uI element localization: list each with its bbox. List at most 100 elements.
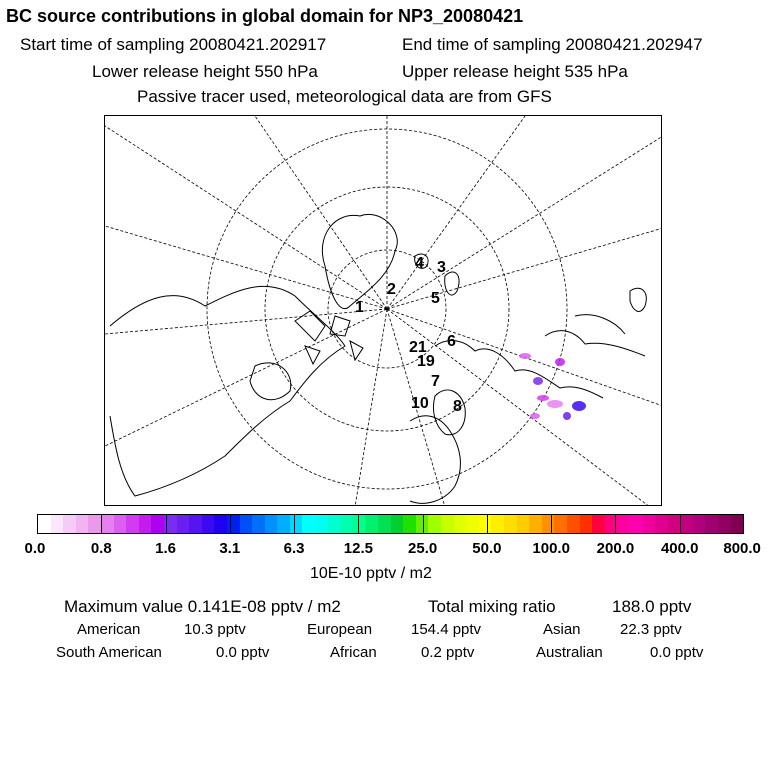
asia-east-coast [544,314,646,357]
colorbar-swatch [642,515,656,533]
colorbar-swatch [138,515,152,533]
colorbar-tick: 400.0 [660,540,699,557]
meridian-line [105,225,388,310]
colorbar-swatch [718,515,731,533]
asian-label: Asian [543,621,581,638]
plume-blob [572,401,586,411]
colorbar-swatch [390,515,404,533]
colorbar-swatch [201,515,215,533]
meridian-line [386,116,526,310]
region-label: 10 [411,395,429,412]
european-label: European [307,621,373,638]
graticule [105,116,661,505]
australian-value: 0.0 pptv [650,644,704,661]
colorbar-swatch [100,515,114,533]
meridian-line [105,308,388,447]
region-label: 5 [431,290,440,307]
novaya-zemlya-coast [444,271,460,296]
colorbar-swatch [617,515,630,533]
end-time: End time of sampling 20080421.202947 [402,35,703,54]
plume-blobs [519,353,586,420]
region-label: 19 [417,353,435,370]
plume-blob [530,413,540,419]
siberia-coast [434,340,604,399]
scandinavia-coast [432,389,466,436]
region-label: 8 [453,398,462,415]
colorbar-swatch [264,515,278,533]
meridian-line [386,136,661,310]
europe-coast [409,415,461,504]
japan-coast [629,287,647,312]
latitude-circle-70 [264,186,510,432]
african-label: African [330,644,377,661]
colorbar-swatch [629,515,643,533]
colorbar-swatch [541,515,555,533]
region-label: 1 [355,299,364,316]
colorbar [37,514,744,534]
north-america-coast [109,285,346,497]
colorbar-divider [486,514,488,534]
svalbard-coast [414,253,429,269]
total-mixing-ratio-label: Total mixing ratio [428,597,556,616]
colorbar-swatch [126,515,139,533]
australian-label: Australian [536,644,603,661]
colorbar-swatch [566,515,580,533]
colorbar-swatch [327,515,341,533]
meridian-line [354,308,388,505]
meridian-line [105,308,388,335]
start-time: Start time of sampling 20080421.202917 [20,35,327,54]
colorbar-swatch [289,515,303,533]
colorbar-swatch [38,515,51,533]
european-value: 154.4 pptv [411,621,482,638]
plume-blob [519,353,531,359]
colorbar-units: 10E-10 pptv / m2 [310,565,432,582]
colorbar-swatch [453,515,467,533]
polar-map: 1 2 3 4 5 6 7 8 10 19 21 [104,115,662,506]
colorbar-swatch [667,515,681,533]
colorbar-divider [679,514,681,534]
max-value: Maximum value 0.141E-08 pptv / m2 [64,597,341,616]
colorbar-swatch [176,515,190,533]
colorbar-swatch [655,515,668,533]
colorbar-divider [294,514,296,534]
colorbar-swatch [478,515,492,533]
colorbar-swatch [75,515,89,533]
south-american-value: 0.0 pptv [216,644,270,661]
colorbar-swatch [226,515,240,533]
colorbar-swatch [441,515,454,533]
colorbar-swatch [579,515,593,533]
colorbar-swatch [302,515,316,533]
colorbar-swatch [50,515,64,533]
colorbar-tick: 6.3 [283,540,305,557]
meridian-line [105,125,388,310]
region-label: 6 [447,333,456,350]
hudson-bay-coast [249,362,292,401]
colorbar-swatch [163,515,177,533]
colorbar-tick: 200.0 [596,540,635,557]
colorbar-divider [615,514,617,534]
greenland-coast [321,213,398,309]
colorbar-swatch [113,515,127,533]
colorbar-swatch [151,515,164,533]
colorbar-tick: 3.1 [219,540,241,557]
colorbar-swatch [403,515,416,533]
region-label: 4 [415,255,424,272]
colorbar-divider [229,514,231,534]
plume-blob [537,395,549,401]
colorbar-swatch [365,515,379,533]
asian-value: 22.3 pptv [620,621,682,638]
colorbar-swatch [315,515,328,533]
meridian-line [386,308,445,505]
colorbar-tick: 0.8 [90,540,112,557]
coastlines [109,213,647,504]
latitude-circle-80 [327,249,447,369]
colorbar-divider [358,514,360,534]
south-american-label: South American [56,644,162,661]
region-label: 7 [431,373,440,390]
colorbar-swatch [529,515,542,533]
colorbar-swatch [466,515,479,533]
colorbar-swatch [516,515,530,533]
plume-blob [547,400,563,408]
colorbar-swatch [705,515,719,533]
upper-release-height: Upper release height 535 hPa [402,62,628,81]
